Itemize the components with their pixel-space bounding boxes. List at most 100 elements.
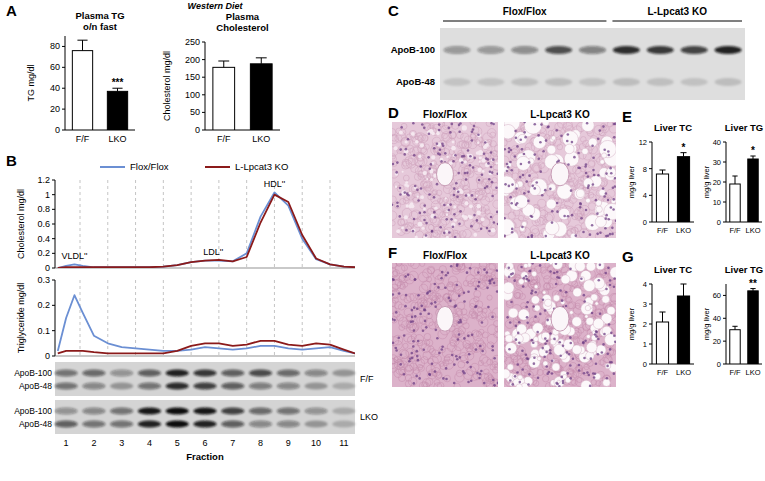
- cell-outline: [442, 133, 447, 138]
- cell-outline: [402, 159, 409, 166]
- y-tick-label: 0: [55, 125, 60, 135]
- cell-outline: [456, 331, 465, 340]
- nucleus: [428, 167, 431, 170]
- cell-outline: [437, 382, 444, 387]
- cell-outline: [466, 154, 474, 162]
- band: [477, 46, 504, 54]
- image-label: Flox/Flox: [423, 250, 467, 261]
- nucleus: [519, 176, 522, 179]
- cell-outline: [532, 164, 541, 173]
- y-tick: [649, 284, 652, 285]
- nucleus: [521, 226, 524, 229]
- band: [54, 407, 77, 414]
- band: [221, 407, 244, 414]
- y-tick-label: 4: [643, 191, 647, 200]
- nucleus: [413, 329, 416, 332]
- nucleus: [453, 187, 456, 190]
- y-tick: [52, 356, 55, 357]
- nucleus: [528, 174, 531, 177]
- x-tick-label: 3: [119, 438, 124, 448]
- cell-outline: [610, 125, 616, 133]
- cell-outline: [551, 272, 558, 279]
- cell-outline: [401, 123, 407, 129]
- y-tick: [649, 324, 652, 325]
- lipid-droplet: [546, 199, 556, 209]
- nucleus: [453, 363, 456, 366]
- cytoplasm: [462, 215, 465, 218]
- nucleus: [470, 225, 473, 228]
- nucleus: [555, 129, 558, 132]
- error-stem: [735, 176, 736, 184]
- nucleus: [563, 215, 566, 218]
- cell-outline: [482, 308, 491, 317]
- cell-outline: [487, 334, 497, 344]
- cell-outline: [508, 212, 515, 219]
- cytoplasm: [484, 140, 487, 143]
- y-tick-label: 0.2: [37, 248, 50, 258]
- nucleus: [392, 342, 394, 345]
- band: [82, 369, 105, 376]
- nucleus: [611, 233, 614, 236]
- nucleus: [424, 320, 427, 323]
- nucleus: [614, 185, 616, 188]
- error-cap: [732, 326, 737, 327]
- cytoplasm: [406, 185, 409, 188]
- fraction-divider: [191, 280, 192, 356]
- fraction-divider: [218, 280, 219, 356]
- band: [193, 382, 216, 389]
- nucleus: [403, 191, 406, 194]
- cell-outline: [455, 179, 464, 188]
- nucleus: [412, 345, 415, 348]
- chart-title: Liver TC: [654, 122, 692, 133]
- lipid-droplet: [529, 185, 540, 196]
- cell-outline: [601, 123, 606, 128]
- nucleus: [547, 125, 550, 128]
- nucleus: [491, 195, 494, 198]
- blot-bands: [54, 407, 355, 427]
- nucleus: [423, 219, 426, 222]
- nucleus: [430, 163, 433, 166]
- y-tick: [52, 194, 55, 195]
- cell-outline: [434, 148, 442, 156]
- fraction-divider: [80, 280, 81, 356]
- nucleus: [607, 218, 610, 221]
- y-tick-label: 0.8: [37, 204, 50, 214]
- lipid-droplet: [504, 176, 516, 194]
- nucleus: [473, 214, 476, 217]
- band: [54, 382, 77, 389]
- error-bar: [659, 170, 665, 174]
- cell-outline: [482, 357, 491, 366]
- nucleus: [471, 139, 474, 142]
- nucleus: [450, 265, 453, 268]
- cell-outline: [401, 265, 407, 271]
- nucleus: [473, 157, 476, 160]
- band: [193, 369, 216, 376]
- band: [166, 407, 189, 414]
- cell-outline: [446, 282, 455, 291]
- lipid-droplet: [547, 145, 556, 154]
- cell-outline: [405, 381, 412, 387]
- cell-outline: [439, 266, 446, 273]
- nucleus: [527, 190, 530, 193]
- nucleus: [566, 140, 569, 143]
- cytoplasm: [451, 146, 456, 151]
- cell-outline: [424, 340, 429, 345]
- nucleus: [420, 187, 423, 190]
- nucleus: [458, 356, 461, 359]
- cell-outline: [479, 344, 484, 349]
- cell-outline: [423, 182, 430, 189]
- nucleus: [450, 218, 453, 221]
- cell-outline: [394, 341, 403, 350]
- y-tick: [723, 202, 726, 203]
- nucleus: [399, 148, 402, 151]
- y-tick-label: 20: [713, 178, 721, 187]
- cytoplasm: [477, 204, 481, 208]
- row-label: LKO: [360, 412, 378, 422]
- lipid-droplet: [606, 167, 616, 177]
- nucleus: [487, 306, 490, 309]
- nucleus: [431, 230, 434, 233]
- nucleus: [595, 199, 598, 202]
- nucleus: [510, 169, 513, 172]
- nucleus: [440, 348, 443, 351]
- category-label: F/F: [729, 368, 741, 377]
